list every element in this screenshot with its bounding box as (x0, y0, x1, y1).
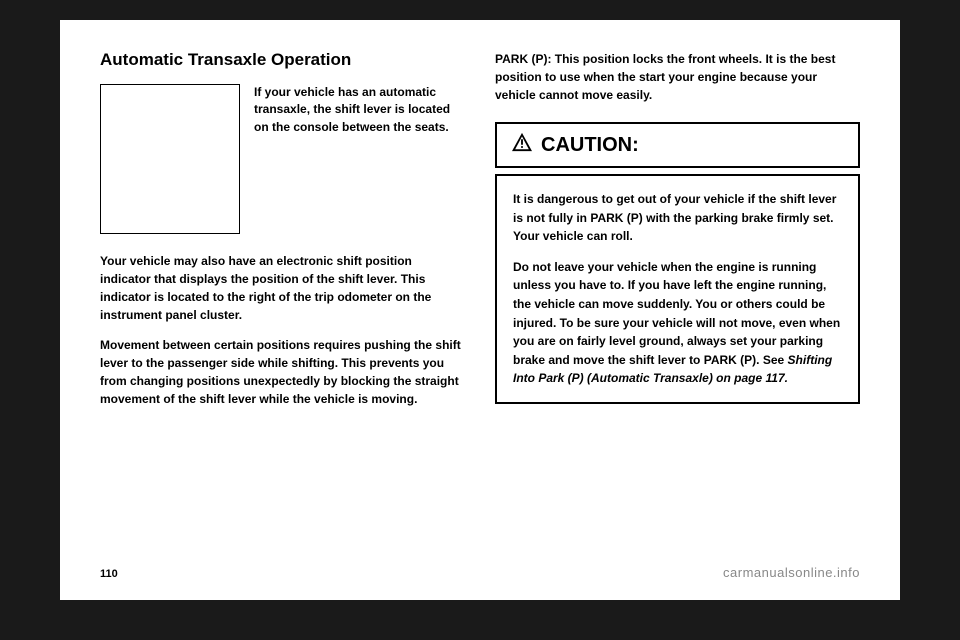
section-title: Automatic Transaxle Operation (100, 50, 465, 70)
right-column: PARK (P): This position locks the front … (495, 50, 860, 557)
page-number: 110 (100, 568, 118, 580)
paragraph: Your vehicle may also have an electronic… (100, 252, 465, 324)
page-footer: 110 carmanualsonline.info (100, 565, 860, 580)
content-columns: Automatic Transaxle Operation If your ve… (100, 50, 860, 557)
park-label: PARK (P): (495, 52, 551, 66)
warning-triangle-icon (511, 132, 533, 158)
caution-paragraph: It is dangerous to get out of your vehic… (513, 190, 842, 246)
caution-text: Do not leave your vehicle when the engin… (513, 260, 840, 367)
intro-block: If your vehicle has an automatic transax… (100, 84, 465, 234)
park-paragraph: PARK (P): This position locks the front … (495, 50, 860, 104)
left-column: Automatic Transaxle Operation If your ve… (100, 50, 465, 557)
intro-text: If your vehicle has an automatic transax… (254, 84, 465, 234)
paragraph: Movement between certain positions requi… (100, 336, 465, 408)
warning-triangle-path (512, 133, 532, 151)
watermark: carmanualsonline.info (723, 565, 860, 580)
caution-header: CAUTION: (495, 122, 860, 168)
manual-page: Automatic Transaxle Operation If your ve… (60, 20, 900, 600)
caution-label: CAUTION: (541, 134, 639, 157)
shift-lever-image-placeholder (100, 84, 240, 234)
caution-body: It is dangerous to get out of your vehic… (495, 174, 860, 404)
caution-paragraph: Do not leave your vehicle when the engin… (513, 258, 842, 388)
